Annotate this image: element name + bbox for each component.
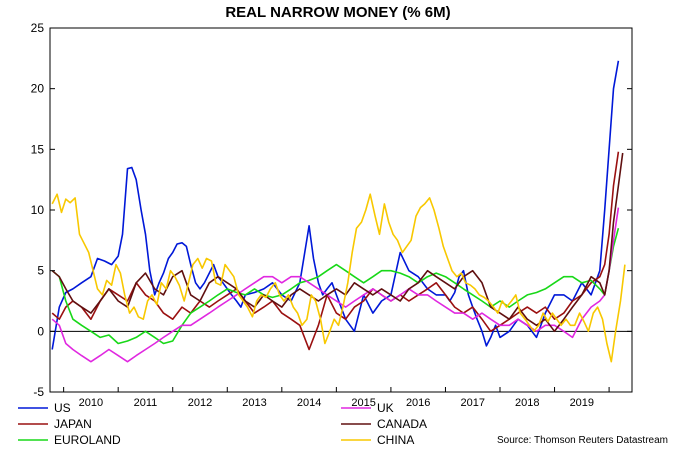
x-tick-label: 2014 (297, 397, 321, 409)
x-tick-label: 2016 (406, 397, 430, 409)
y-tick-label: -5 (33, 385, 44, 399)
x-tick-label: 2010 (79, 397, 103, 409)
y-tick-label: 25 (31, 21, 45, 35)
series-line-china (51, 193, 626, 363)
series-line-euroland (51, 227, 620, 345)
legend-label-us: US (54, 401, 71, 415)
x-tick-label: 2011 (134, 397, 158, 409)
legend-label-uk: UK (377, 401, 394, 415)
legend-label-china: CHINA (377, 433, 414, 447)
legend-label-japan: JAPAN (54, 417, 92, 431)
legend-label-canada: CANADA (377, 417, 427, 431)
legend-label-euroland: EUROLAND (54, 433, 121, 447)
plot-area (49, 27, 633, 393)
y-tick-label: 10 (31, 203, 45, 217)
x-axis: 2010 2011 2012 2013 2014 2015 2016 2017 2018 2019 (63, 387, 610, 409)
x-tick-label: 2015 (351, 397, 375, 409)
series-line-us (51, 60, 620, 350)
x-tick-label: 2017 (460, 397, 484, 409)
y-axis: -5 0 5 10 15 20 25 (31, 21, 632, 399)
y-tick-label: 5 (37, 264, 44, 278)
legend: US JAPAN EUROLAND UK CANADA CHINA (18, 401, 427, 447)
y-tick-label: 0 (37, 324, 44, 338)
x-tick-label: 2019 (570, 397, 594, 409)
series-line-uk (51, 207, 620, 363)
series-line-canada (51, 152, 624, 333)
x-tick-label: 2018 (515, 397, 539, 409)
chart-title: REAL NARROW MONEY (% 6M) (225, 4, 450, 21)
y-tick-label: 15 (31, 142, 45, 156)
x-tick-label: 2013 (242, 397, 266, 409)
source-note: Source: Thomson Reuters Datastream (497, 435, 668, 446)
x-tick-label: 2012 (188, 397, 212, 409)
y-tick-label: 20 (31, 82, 45, 96)
